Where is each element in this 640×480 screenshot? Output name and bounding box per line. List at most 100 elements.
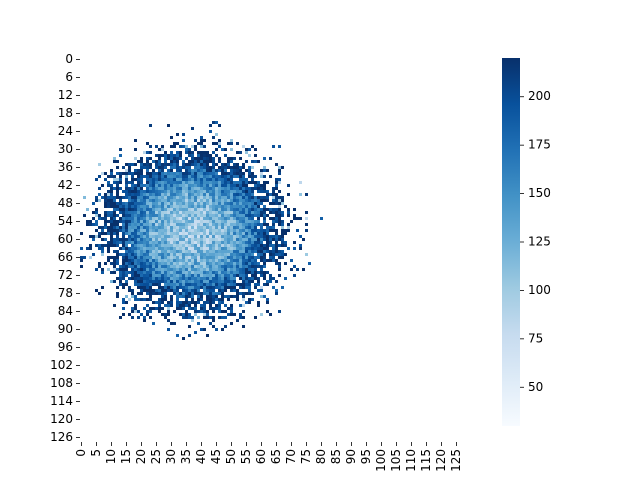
heatmap-cell [119,199,122,202]
heatmap-cell [125,301,128,304]
heatmap-cell [179,268,182,271]
heatmap-cell [245,268,248,271]
heatmap-cell [98,235,101,238]
heatmap-cell [95,196,98,199]
heatmap-cell [143,205,146,208]
heatmap-cell [170,172,173,175]
heatmap-cell [161,214,164,217]
heatmap-cell [134,238,137,241]
heatmap-cell [230,259,233,262]
heatmap-cell [143,229,146,232]
heatmap-cell [152,235,155,238]
heatmap-cell [266,310,269,313]
heatmap-cell [158,271,161,274]
heatmap-cell [104,172,107,175]
heatmap-cell [209,166,212,169]
heatmap-cell [272,208,275,211]
heatmap-cell [143,199,146,202]
heatmap-cell [158,280,161,283]
heatmap-cell [233,265,236,268]
heatmap-cell [260,187,263,190]
heatmap-cell [131,247,134,250]
heatmap-cell [209,253,212,256]
heatmap-cell [218,226,221,229]
heatmap-cell [221,178,224,181]
heatmap-cell [197,205,200,208]
heatmap-cell [245,286,248,289]
heatmap-cell [170,295,173,298]
heatmap-cell [167,196,170,199]
heatmap-cell [146,214,149,217]
heatmap-cell [206,310,209,313]
heatmap-cell [137,178,140,181]
heatmap-cell [203,274,206,277]
heatmap-cell [275,250,278,253]
heatmap-cell [260,190,263,193]
heatmap-cell [245,244,248,247]
heatmap-cell [107,250,110,253]
heatmap-cell [227,208,230,211]
heatmap-cell [188,274,191,277]
heatmap-cell [104,214,107,217]
heatmap-cell [194,220,197,223]
heatmap-cell [263,259,266,262]
heatmap-cell [173,220,176,223]
heatmap-cell [224,238,227,241]
heatmap-cell [194,211,197,214]
heatmap-cell [200,286,203,289]
heatmap-cell [113,244,116,247]
heatmap-cell [245,214,248,217]
heatmap-cell [182,202,185,205]
heatmap-cell [170,217,173,220]
heatmap-cell [122,172,125,175]
heatmap-cell [197,172,200,175]
heatmap-cell [197,160,200,163]
heatmap-cell [212,178,215,181]
heatmap-cell [200,274,203,277]
heatmap-cell [155,241,158,244]
heatmap-cell [191,316,194,319]
heatmap-cell [266,196,269,199]
heatmap-cell [122,247,125,250]
heatmap-cell [116,160,119,163]
heatmap-cell [128,199,131,202]
heatmap-cell [212,277,215,280]
heatmap-cell [149,307,152,310]
heatmap-cell [233,241,236,244]
heatmap-cell [137,283,140,286]
heatmap-cell [266,241,269,244]
heatmap-cell [248,175,251,178]
heatmap-cell [209,262,212,265]
heatmap-cell [227,256,230,259]
heatmap-cell [158,301,161,304]
heatmap-cell [155,217,158,220]
heatmap-cell [116,277,119,280]
heatmap-cell [173,187,176,190]
heatmap-cell [203,223,206,226]
heatmap-cell [170,166,173,169]
heatmap-cell [149,268,152,271]
colorbar [502,58,520,426]
heatmap-cell [284,277,287,280]
heatmap-cell [275,202,278,205]
heatmap-cell [140,238,143,241]
heatmap-cell [134,268,137,271]
heatmap-cell [251,175,254,178]
heatmap-cell [188,250,191,253]
heatmap-cell [149,175,152,178]
heatmap-cell [164,178,167,181]
heatmap-cell [167,328,170,331]
heatmap-cell [200,169,203,172]
heatmap-cell [197,265,200,268]
heatmap-cell [185,238,188,241]
heatmap-cell [131,307,134,310]
heatmap-cell [263,166,266,169]
heatmap-cell [143,268,146,271]
y-tick-label: 120 [50,412,73,426]
heatmap-cell [209,247,212,250]
heatmap-cell [176,151,179,154]
heatmap-cell [119,178,122,181]
x-tick-label: 100 [374,449,388,472]
heatmap-cell [167,286,170,289]
heatmap-cell [149,259,152,262]
